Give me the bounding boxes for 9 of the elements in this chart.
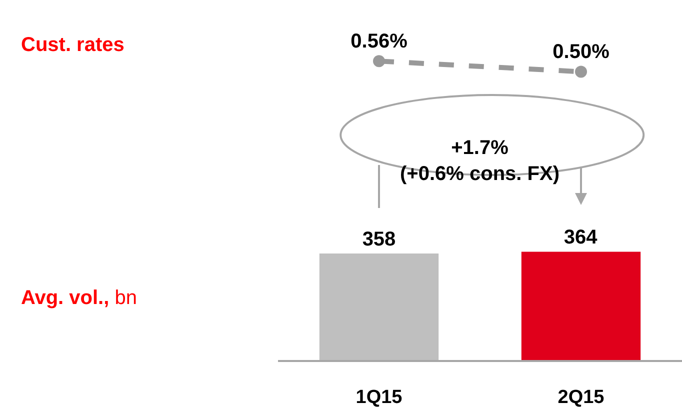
x-tick-label: 2Q15 <box>558 386 605 408</box>
data-label: 0.50% <box>552 41 610 64</box>
data-label: 0.56% <box>350 30 408 53</box>
data-label: 364 <box>564 226 598 249</box>
data-label: 358 <box>362 228 396 250</box>
x-tick-label: 1Q15 <box>356 386 403 408</box>
text: +1.7% (+0.6% cons. FX) <box>400 137 560 185</box>
y-axis-title: Avg. vol., bn <box>21 287 137 309</box>
y-axis-title: Cust. rates <box>21 34 124 56</box>
